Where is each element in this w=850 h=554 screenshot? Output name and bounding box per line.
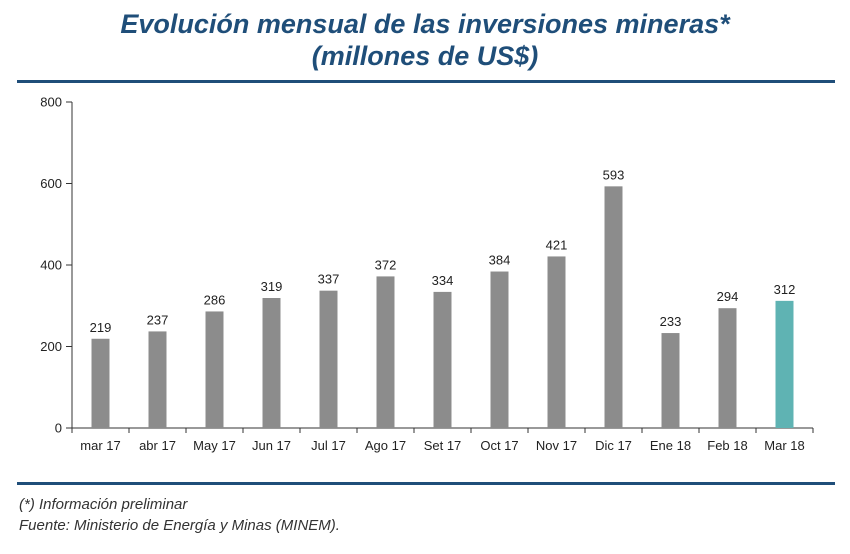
data-label: 384 bbox=[489, 253, 511, 268]
bar bbox=[319, 290, 338, 428]
data-label: 233 bbox=[660, 314, 682, 329]
x-tick-label: mar 17 bbox=[80, 438, 120, 453]
bar bbox=[775, 300, 794, 428]
footnotes: (*) Información preliminar Fuente: Minis… bbox=[19, 494, 340, 536]
data-label: 312 bbox=[774, 282, 796, 297]
bar bbox=[376, 276, 395, 428]
x-tick-label: Jul 17 bbox=[311, 438, 346, 453]
y-tick-label: 600 bbox=[40, 176, 62, 191]
data-label: 593 bbox=[603, 167, 625, 182]
data-label: 219 bbox=[90, 320, 112, 335]
bar bbox=[604, 186, 623, 428]
x-tick-label: Ago 17 bbox=[365, 438, 406, 453]
bar bbox=[433, 291, 452, 428]
x-tick-label: Mar 18 bbox=[764, 438, 804, 453]
x-tick-label: Nov 17 bbox=[536, 438, 577, 453]
data-label: 372 bbox=[375, 257, 397, 272]
bar bbox=[718, 308, 737, 428]
y-tick-label: 0 bbox=[55, 421, 62, 436]
chart-title-line1: Evolución mensual de las inversiones min… bbox=[120, 9, 730, 39]
data-label: 237 bbox=[147, 312, 169, 327]
x-tick-label: Ene 18 bbox=[650, 438, 691, 453]
x-tick-label: abr 17 bbox=[139, 438, 176, 453]
bottom-divider bbox=[17, 482, 835, 485]
bar bbox=[490, 271, 509, 428]
x-tick-label: May 17 bbox=[193, 438, 236, 453]
y-tick-label: 400 bbox=[40, 258, 62, 273]
data-label: 319 bbox=[261, 279, 283, 294]
data-label: 334 bbox=[432, 273, 454, 288]
bar bbox=[148, 331, 167, 428]
footnote-preliminary: (*) Información preliminar bbox=[19, 496, 188, 513]
chart-title-line2: (millones de US$) bbox=[311, 41, 539, 71]
x-tick-label: Jun 17 bbox=[252, 438, 291, 453]
x-tick-label: Feb 18 bbox=[707, 438, 747, 453]
bar bbox=[262, 298, 281, 428]
data-label: 421 bbox=[546, 237, 568, 252]
x-tick-label: Set 17 bbox=[424, 438, 462, 453]
data-label: 337 bbox=[318, 272, 340, 287]
data-label: 294 bbox=[717, 289, 739, 304]
top-divider bbox=[17, 80, 835, 83]
y-tick-label: 200 bbox=[40, 339, 62, 354]
bar bbox=[547, 256, 566, 428]
chart-title: Evolución mensual de las inversiones min… bbox=[0, 8, 850, 72]
bar bbox=[205, 311, 224, 428]
x-tick-label: Dic 17 bbox=[595, 438, 632, 453]
bar bbox=[661, 333, 680, 428]
data-label: 286 bbox=[204, 292, 226, 307]
bar-chart: 0 200 400 600 800 219 mar 17 237 abr 17 286 May 17… bbox=[40, 95, 814, 453]
x-tick-label: Oct 17 bbox=[480, 438, 518, 453]
y-tick-label: 800 bbox=[40, 95, 62, 110]
footnote-source: Fuente: Ministerio de Energía y Minas (M… bbox=[19, 517, 340, 534]
bar bbox=[91, 338, 110, 428]
